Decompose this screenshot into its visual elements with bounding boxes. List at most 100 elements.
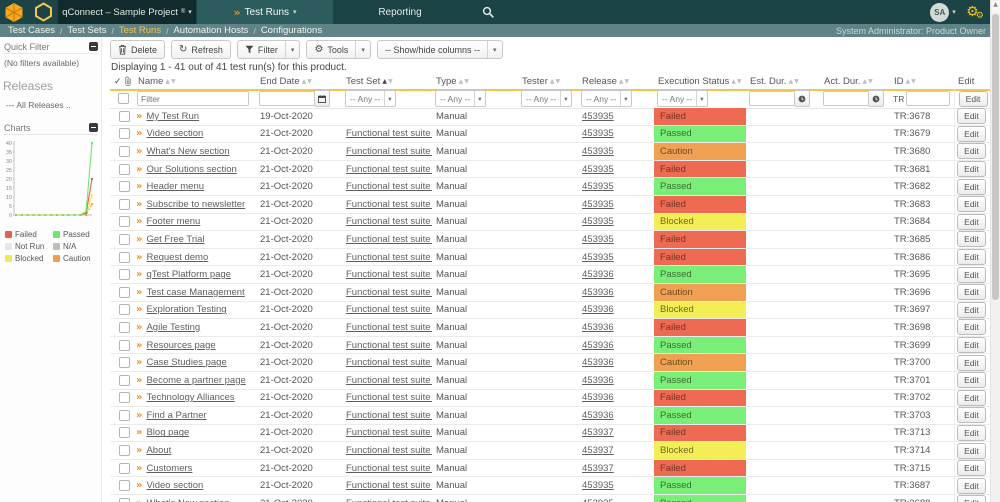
test-run-link[interactable]: Exploration Testing xyxy=(146,304,226,315)
id-filter-input[interactable] xyxy=(906,91,950,106)
filter-dropdown-caret[interactable]: ▾ xyxy=(285,41,300,58)
test-set-link[interactable]: Functional test suite 1 xyxy=(346,392,432,403)
release-link[interactable]: 453937 xyxy=(582,445,614,456)
vertical-scrollbar[interactable]: ▲ xyxy=(990,0,1000,502)
release-link[interactable]: 453935 xyxy=(582,128,614,139)
tools-split-button[interactable]: ⚙ Tools ▾ xyxy=(306,40,371,59)
column-header-test-set[interactable]: Test Set▲▼ xyxy=(342,76,432,87)
test-set-link[interactable]: Functional test suite 1 xyxy=(346,216,432,227)
release-link[interactable]: 453937 xyxy=(582,463,614,474)
test-set-link[interactable]: Functional test suite 1 xyxy=(346,252,432,263)
test-run-link[interactable]: Our Solutions section xyxy=(146,164,236,175)
scrollbar-thumb[interactable] xyxy=(992,14,999,300)
app-logo-icon[interactable] xyxy=(0,0,28,24)
test-set-link[interactable]: Functional test suite 1 xyxy=(346,463,432,474)
edit-button[interactable]: Edit xyxy=(957,337,986,353)
edit-button[interactable]: Edit xyxy=(957,425,986,441)
tools-dropdown-caret[interactable]: ▾ xyxy=(355,41,370,58)
edit-button[interactable]: Edit xyxy=(957,443,986,459)
clock-icon[interactable] xyxy=(795,90,810,107)
sort-desc-icon[interactable]: ▼ xyxy=(464,78,470,85)
release-link[interactable]: 453935 xyxy=(582,498,614,502)
edit-button[interactable]: Edit xyxy=(957,372,986,388)
edit-button[interactable]: Edit xyxy=(957,249,986,265)
clock-icon[interactable] xyxy=(869,90,884,107)
row-checkbox[interactable] xyxy=(119,287,130,298)
test-run-link[interactable]: Header menu xyxy=(146,181,204,192)
test-set-link[interactable]: Functional test suite 1 xyxy=(346,287,432,298)
row-checkbox[interactable] xyxy=(119,111,130,122)
edit-button[interactable]: Edit xyxy=(957,126,986,142)
scroll-up-arrow[interactable]: ▲ xyxy=(991,1,1000,12)
edit-button[interactable]: Edit xyxy=(957,161,986,177)
test-set-link[interactable]: Functional test suite 1 xyxy=(346,181,432,192)
release-link[interactable]: 453935 xyxy=(582,181,614,192)
column-header-execution-status[interactable]: Execution Status▲▼ xyxy=(654,76,746,87)
edit-button[interactable]: Edit xyxy=(957,196,986,212)
nav-tab-test-runs[interactable]: » Test Runs ▾ xyxy=(197,0,333,24)
release-link[interactable]: 453936 xyxy=(582,357,614,368)
row-checkbox[interactable] xyxy=(119,357,130,368)
columns-dropdown-caret[interactable]: ▾ xyxy=(487,41,502,58)
test-set-link[interactable]: Functional test suite 1 xyxy=(346,199,432,210)
edit-button[interactable]: Edit xyxy=(957,495,986,502)
row-checkbox[interactable] xyxy=(119,252,130,263)
test-run-link[interactable]: Technology Alliances xyxy=(146,392,234,403)
test-run-link[interactable]: Become a partner page xyxy=(146,375,245,386)
test-set-link[interactable]: Functional test suite 1 xyxy=(346,340,432,351)
row-checkbox[interactable] xyxy=(119,445,130,456)
test-run-link[interactable]: Resources page xyxy=(146,340,215,351)
edit-button[interactable]: Edit xyxy=(957,108,986,124)
row-checkbox[interactable] xyxy=(119,410,130,421)
sort-desc-icon[interactable]: ▼ xyxy=(556,78,562,85)
sort-desc-icon[interactable]: ▼ xyxy=(171,78,177,85)
edit-button[interactable]: Edit xyxy=(957,460,986,476)
test-set-link[interactable]: Functional test suite 2 xyxy=(346,480,432,491)
hexagon-logo-icon[interactable] xyxy=(28,0,58,24)
release-link[interactable]: 453935 xyxy=(582,164,614,175)
release-link[interactable]: 453935 xyxy=(582,146,614,157)
test-set-link[interactable]: Functional test suite 1 xyxy=(346,234,432,245)
row-checkbox[interactable] xyxy=(119,199,130,210)
end-date-filter-input[interactable] xyxy=(259,91,315,106)
filter-split-button[interactable]: Filter ▾ xyxy=(237,40,301,59)
sort-desc-icon[interactable]: ▼ xyxy=(911,78,917,85)
release-link[interactable]: 453935 xyxy=(582,252,614,263)
crumb-automation-hosts[interactable]: Automation Hosts xyxy=(173,25,248,36)
test-set-filter-select[interactable]: -- Any --▾ xyxy=(345,90,396,107)
nav-tab-reporting[interactable]: Reporting xyxy=(333,0,467,24)
test-set-link[interactable]: Functional test suite 1 xyxy=(346,410,432,421)
test-set-link[interactable]: Functional test suite 1 xyxy=(346,146,432,157)
release-link[interactable]: 453936 xyxy=(582,375,614,386)
row-checkbox[interactable] xyxy=(119,128,130,139)
release-link[interactable]: 453936 xyxy=(582,322,614,333)
test-run-link[interactable]: Request demo xyxy=(146,252,208,263)
column-header-tester[interactable]: Tester▲▼ xyxy=(518,76,578,87)
release-link[interactable]: 453936 xyxy=(582,304,614,315)
row-checkbox[interactable] xyxy=(119,375,130,386)
row-checkbox[interactable] xyxy=(119,322,130,333)
tester-filter-select[interactable]: -- Any --▾ xyxy=(521,90,572,107)
row-checkbox[interactable] xyxy=(119,480,130,491)
test-run-link[interactable]: Video section xyxy=(146,480,203,491)
release-link[interactable]: 453935 xyxy=(582,216,614,227)
sort-desc-icon[interactable]: ▼ xyxy=(737,78,743,85)
test-set-link[interactable]: Functional test suite 1 xyxy=(346,357,432,368)
test-set-link[interactable]: Functional test suite 1 xyxy=(346,128,432,139)
edit-button[interactable]: Edit xyxy=(957,231,986,247)
search-icon[interactable] xyxy=(470,0,506,24)
est-dur-filter-input[interactable] xyxy=(749,91,795,106)
edit-button[interactable]: Edit xyxy=(957,284,986,300)
row-checkbox[interactable] xyxy=(119,463,130,474)
column-header-release[interactable]: Release▲▼ xyxy=(578,76,654,87)
release-link[interactable]: 453935 xyxy=(582,111,614,122)
test-run-link[interactable]: qTest Platform page xyxy=(146,269,231,280)
row-checkbox[interactable] xyxy=(119,304,130,315)
test-run-link[interactable]: Subscribe to newsletter xyxy=(146,199,245,210)
row-checkbox[interactable] xyxy=(119,392,130,403)
release-link[interactable]: 453935 xyxy=(582,480,614,491)
release-link[interactable]: 453935 xyxy=(582,234,614,245)
delete-button[interactable]: Delete xyxy=(110,40,165,59)
test-set-link[interactable]: Functional test suite 1 xyxy=(346,445,432,456)
test-run-link[interactable]: My Test Run xyxy=(146,111,199,122)
